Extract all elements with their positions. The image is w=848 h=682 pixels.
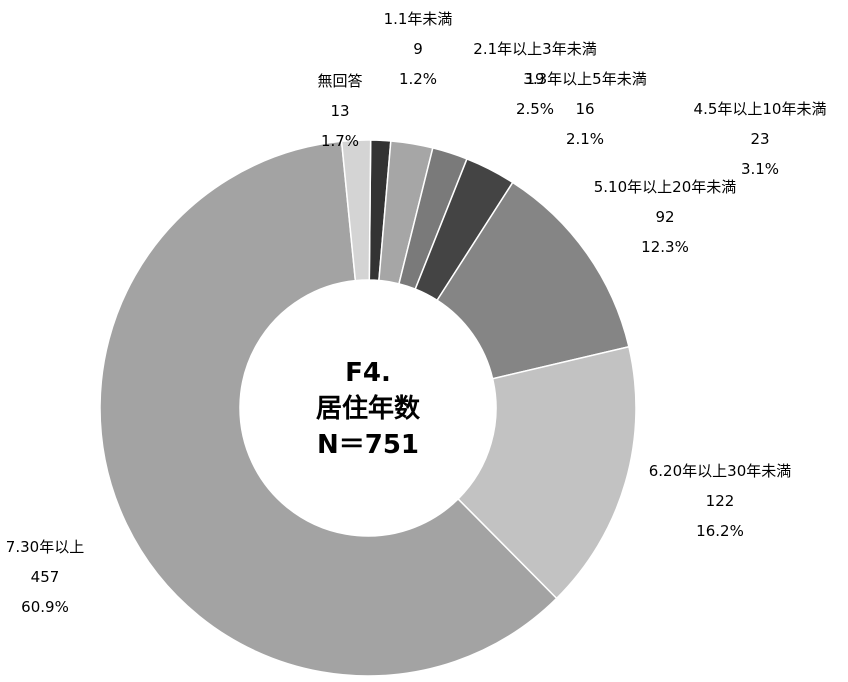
category-label: 無回答 [317, 72, 363, 90]
value-label: 19 [525, 70, 545, 88]
value-label: 16 [575, 100, 595, 118]
value-label: 92 [655, 208, 675, 226]
percent-label: 2.1% [565, 130, 605, 148]
percent-label: 2.5% [515, 100, 555, 118]
center-line: N＝751 [316, 430, 420, 460]
category-label: 2.1年以上3年未満 [473, 40, 597, 58]
donut-slice [436, 181, 630, 380]
data-label: 1.1年未満 9 1.2% [384, 4, 453, 94]
category-label: 5.10年以上20年未満 [593, 178, 737, 196]
center-line: 居住年数 [315, 394, 420, 424]
percent-label: 16.2% [696, 522, 744, 540]
value-label: 9 [413, 40, 423, 58]
data-label: 6.20年以上30年未満 122 16.2% [640, 456, 800, 546]
category-label: 1.1年未満 [383, 10, 453, 28]
data-label: 2.1年以上3年未満 19 2.5% [473, 34, 596, 124]
donut-slice [340, 139, 372, 282]
percent-label: 60.9% [21, 598, 69, 616]
category-label: 7.30年以上 [5, 538, 85, 556]
value-label: 13 [330, 102, 350, 120]
center-line: F4. [345, 358, 391, 388]
data-label: 3.3年以上5年未満 16 2.1% [523, 64, 646, 154]
data-label: 4.5年以上10年未満 23 3.1% [694, 94, 827, 184]
value-label: 457 [30, 568, 60, 586]
category-label: 4.5年以上10年未満 [693, 100, 827, 118]
data-label: 7.30年以上 457 60.9% [6, 532, 84, 622]
category-label: 6.20年以上30年未満 [648, 462, 792, 480]
percent-label: 1.2% [398, 70, 438, 88]
percent-label: 3.1% [740, 160, 780, 178]
data-label: 無回答 13 1.7% [317, 66, 362, 156]
center-text: F4. 居住年数 N＝751 [268, 355, 468, 463]
percent-label: 12.3% [641, 238, 689, 256]
value-label: 122 [705, 492, 735, 510]
category-label: 3.3年以上5年未満 [523, 70, 647, 88]
donut-slice [99, 140, 558, 677]
donut-slice [457, 345, 637, 600]
data-label: 5.10年以上20年未満 92 12.3% [580, 172, 750, 262]
percent-label: 1.7% [320, 132, 360, 150]
value-label: 23 [750, 130, 770, 148]
